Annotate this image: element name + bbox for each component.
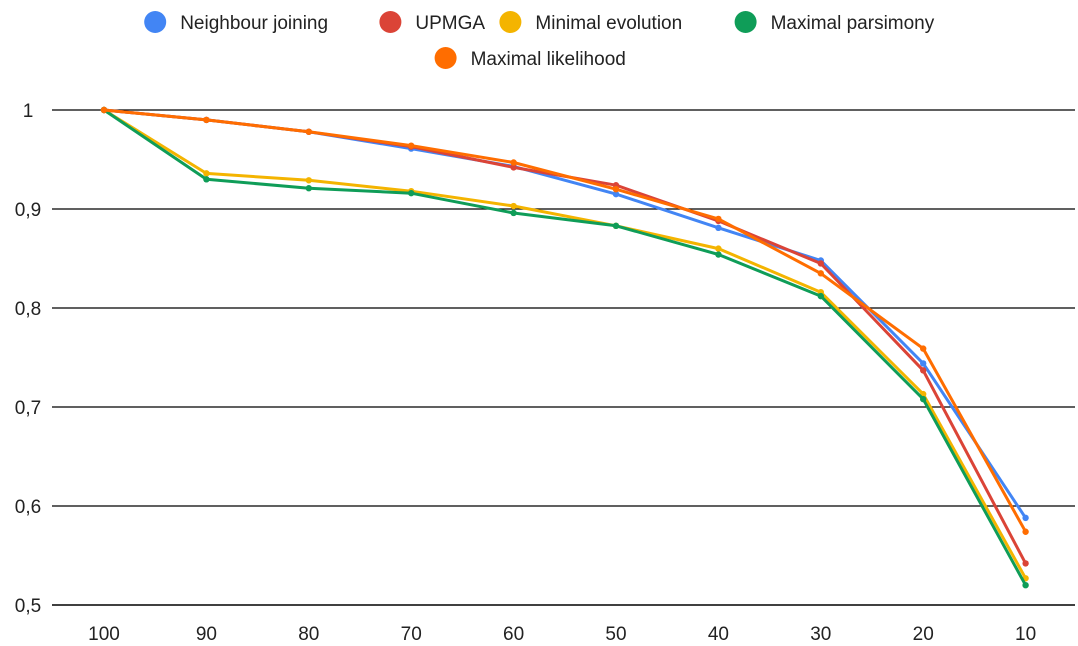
data-point — [715, 224, 722, 232]
data-point — [305, 185, 312, 192]
data-point — [203, 170, 210, 177]
legend-item-maximal-likelihood: Maximal likelihood — [434, 47, 626, 70]
x-tick-label: 30 — [810, 624, 831, 645]
series-lines — [100, 106, 1029, 589]
legend-label: UPMGA — [415, 13, 485, 34]
legend-label: Neighbour joining — [180, 13, 328, 34]
data-point — [305, 128, 312, 135]
data-point — [817, 292, 824, 300]
data-point — [920, 395, 927, 403]
x-tick-label: 90 — [196, 624, 217, 645]
y-tick-label: 0,7 — [15, 398, 41, 419]
series-minimal-evolution — [100, 106, 1029, 582]
data-point — [817, 260, 824, 267]
series-maximal-parsimony — [100, 106, 1029, 589]
y-tick-label: 0,6 — [15, 497, 41, 518]
legend-marker — [499, 11, 522, 33]
x-tick-label: 40 — [708, 624, 729, 645]
series-neighbour-joining — [100, 106, 1029, 522]
legend-marker — [379, 11, 402, 33]
data-point — [510, 209, 517, 217]
legend-marker — [144, 11, 167, 33]
x-tick-label: 80 — [298, 624, 319, 645]
data-point — [1022, 560, 1029, 567]
data-point — [920, 360, 927, 367]
data-point — [408, 142, 415, 149]
x-tick-label: 60 — [503, 624, 524, 645]
y-axis-ticks: 0,5 0,6 0,7 0,8 0,9 1 — [15, 101, 41, 617]
data-point — [510, 202, 517, 210]
data-point — [1022, 582, 1029, 589]
data-point — [920, 367, 927, 374]
data-point — [715, 215, 722, 223]
y-tick-label: 0,9 — [15, 200, 41, 221]
series-line — [102, 108, 1028, 520]
y-tick-label: 0,8 — [15, 299, 41, 320]
legend-marker — [734, 11, 757, 33]
data-point — [203, 116, 210, 124]
x-tick-label: 70 — [401, 624, 422, 645]
y-tick-label: 1 — [23, 101, 34, 122]
data-point — [305, 177, 312, 184]
data-point — [612, 222, 620, 230]
x-tick-label: 100 — [88, 624, 120, 645]
series-line — [102, 108, 1028, 580]
data-point — [715, 251, 722, 258]
legend-marker — [434, 47, 457, 69]
data-point — [612, 186, 620, 193]
x-tick-label: 50 — [605, 624, 626, 645]
legend: Neighbour joining UPMGA Minimal evolution M… — [144, 11, 935, 70]
series-line — [102, 108, 1028, 534]
data-point — [715, 245, 722, 252]
data-point — [510, 159, 517, 166]
legend-item-minimal-evolution: Minimal evolution — [499, 11, 682, 34]
series-line — [102, 108, 1028, 565]
data-point — [612, 190, 620, 198]
data-point — [920, 345, 927, 352]
x-axis-ticks: 100 90 80 70 60 50 40 30 20 10 — [88, 624, 1036, 645]
x-tick-label: 10 — [1015, 624, 1036, 645]
legend-label: Minimal evolution — [535, 13, 682, 34]
gridlines — [52, 109, 1075, 606]
y-tick-label: 0,5 — [15, 596, 41, 617]
legend-item-maximal-parsimony: Maximal parsimony — [734, 11, 935, 34]
data-point — [1022, 528, 1029, 535]
series-maximal-likelihood — [100, 106, 1029, 535]
legend-item-upmga: UPMGA — [379, 11, 485, 34]
data-point — [1022, 514, 1029, 522]
legend-label: Maximal parsimony — [771, 13, 935, 34]
data-point — [100, 106, 108, 114]
series-line — [102, 108, 1028, 587]
legend-item-neighbour-joining: Neighbour joining — [144, 11, 328, 34]
data-point — [510, 164, 517, 171]
data-point — [408, 189, 415, 197]
data-point — [817, 270, 824, 277]
legend-label: Maximal likelihood — [471, 49, 626, 70]
data-point — [203, 176, 210, 183]
x-tick-label: 20 — [913, 624, 934, 645]
